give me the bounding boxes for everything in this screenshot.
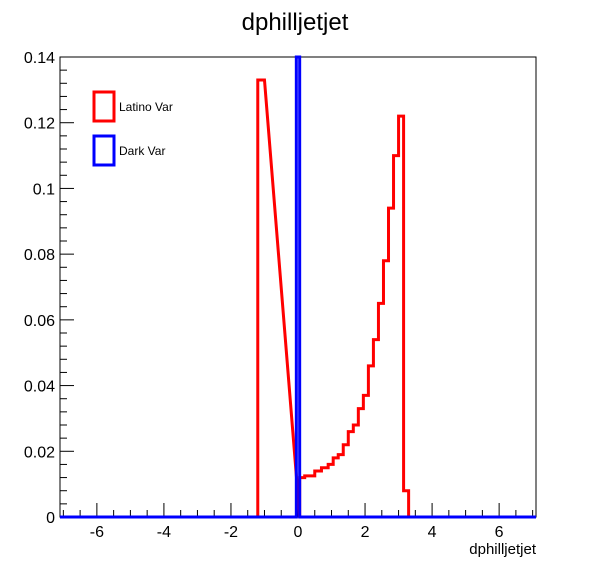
x-tick-label: 4 (428, 524, 437, 541)
legend-swatch (92, 134, 116, 167)
y-tick-label: 0.1 (33, 181, 55, 198)
histogram-bin (321, 468, 328, 517)
histogram-bin (368, 366, 373, 517)
histogram-bin (373, 340, 378, 517)
legend-label: Latino Var (119, 100, 173, 114)
histogram-bin (315, 471, 322, 517)
y-tick-label: 0.12 (24, 116, 55, 133)
x-axis: -6 -4 -2 0 2 4 6 (62, 503, 534, 541)
histogram-bin (305, 476, 315, 517)
x-tick-label: 6 (495, 524, 504, 541)
y-tick-label: 0 (46, 510, 55, 527)
histogram-bin (378, 303, 383, 517)
x-tick-label: -4 (157, 524, 171, 541)
histogram-bin (296, 57, 299, 517)
histogram-bin (383, 261, 388, 517)
x-axis-title: dphilljetjet (469, 541, 537, 558)
histogram-bin (358, 409, 363, 517)
histogram-bin (343, 445, 348, 517)
x-tick-label: 2 (361, 524, 370, 541)
histogram-bin (399, 116, 404, 517)
y-axis: 0 0.02 0.04 0.06 0.08 0.1 0.12 0.14 (24, 50, 74, 527)
legend-swatch (92, 90, 116, 123)
histogram-bin (348, 432, 353, 517)
chart-title: dphilljetjet (242, 9, 349, 36)
histogram-bin (338, 455, 343, 517)
y-tick-label: 0.14 (24, 50, 55, 67)
histogram-bin (328, 464, 333, 517)
series-outline-0 (60, 78, 536, 519)
x-tick-label: -6 (90, 524, 104, 541)
histogram-bin (333, 458, 338, 517)
series-layer (60, 55, 536, 519)
histogram-bin (353, 425, 358, 517)
y-tick-label: 0.08 (24, 247, 55, 264)
y-tick-label: 0.02 (24, 444, 55, 461)
x-tick-label: -2 (224, 524, 238, 541)
histogram-bin (258, 80, 265, 517)
legend-label: Dark Var (119, 144, 165, 158)
legend: Latino Var Dark Var (92, 90, 173, 167)
histogram-bin (394, 156, 399, 517)
x-tick-label: 0 (294, 524, 303, 541)
series-outline-1 (60, 55, 536, 519)
y-tick-label: 0.04 (24, 379, 55, 396)
histogram-bin (363, 395, 368, 517)
histogram-bin (404, 491, 409, 517)
y-tick-label: 0.06 (24, 313, 55, 330)
histogram-bin (389, 208, 394, 517)
